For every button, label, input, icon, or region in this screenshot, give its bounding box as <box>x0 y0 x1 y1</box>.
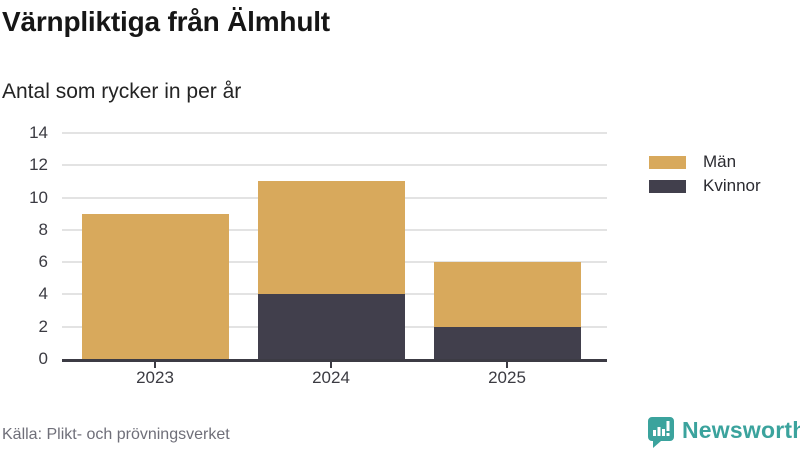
legend-label-kvinnor: Kvinnor <box>703 176 761 195</box>
newsworthy-icon <box>648 417 674 448</box>
legend-item-man: Män <box>649 150 761 174</box>
bar-segment-män-2023 <box>81 213 229 359</box>
bar-segment-män-2024 <box>257 181 405 295</box>
plot-area <box>62 132 607 362</box>
x-tick <box>506 362 508 368</box>
chart-title: Värnpliktiga från Älmhult <box>2 6 330 37</box>
gridline <box>62 164 607 167</box>
newsworthy-wordmark: Newsworthy <box>682 417 800 443</box>
x-tick-label: 2024 <box>312 368 350 387</box>
y-tick-label: 6 <box>38 252 48 272</box>
y-tick-label: 0 <box>38 349 48 368</box>
bar-segment-män-2025 <box>433 262 581 327</box>
legend-item-kvinnor: Kvinnor <box>649 174 761 198</box>
y-tick-label: 4 <box>38 284 48 304</box>
legend-swatch-man <box>649 155 686 169</box>
legend-label-man: Män <box>703 152 737 171</box>
legend: Män Kvinnor <box>649 150 761 198</box>
y-tick-label: 8 <box>38 219 48 239</box>
y-tick-label: 10 <box>29 187 48 207</box>
chart-subtitle: Antal som rycker in per år <box>2 80 242 103</box>
chart-area: 0 2 4 6 8 10 12 14 2023 2024 2025 <box>0 123 800 387</box>
gridline <box>62 132 607 134</box>
y-tick-label: 2 <box>38 316 48 336</box>
x-tick <box>330 362 332 368</box>
x-tick <box>154 362 156 368</box>
x-tick-label: 2023 <box>136 368 174 387</box>
x-tick-label: 2025 <box>488 368 526 387</box>
legend-swatch-kvinnor <box>649 179 686 193</box>
y-tick-label: 14 <box>29 123 48 142</box>
y-tick-label: 12 <box>29 155 48 175</box>
newsworthy-logo: Newsworthy <box>648 416 800 448</box>
source-note: Källa: Plikt- och prövningsverket <box>2 426 230 443</box>
bar-segment-kvinnor-2024 <box>257 294 405 359</box>
bar-segment-kvinnor-2025 <box>433 326 581 359</box>
